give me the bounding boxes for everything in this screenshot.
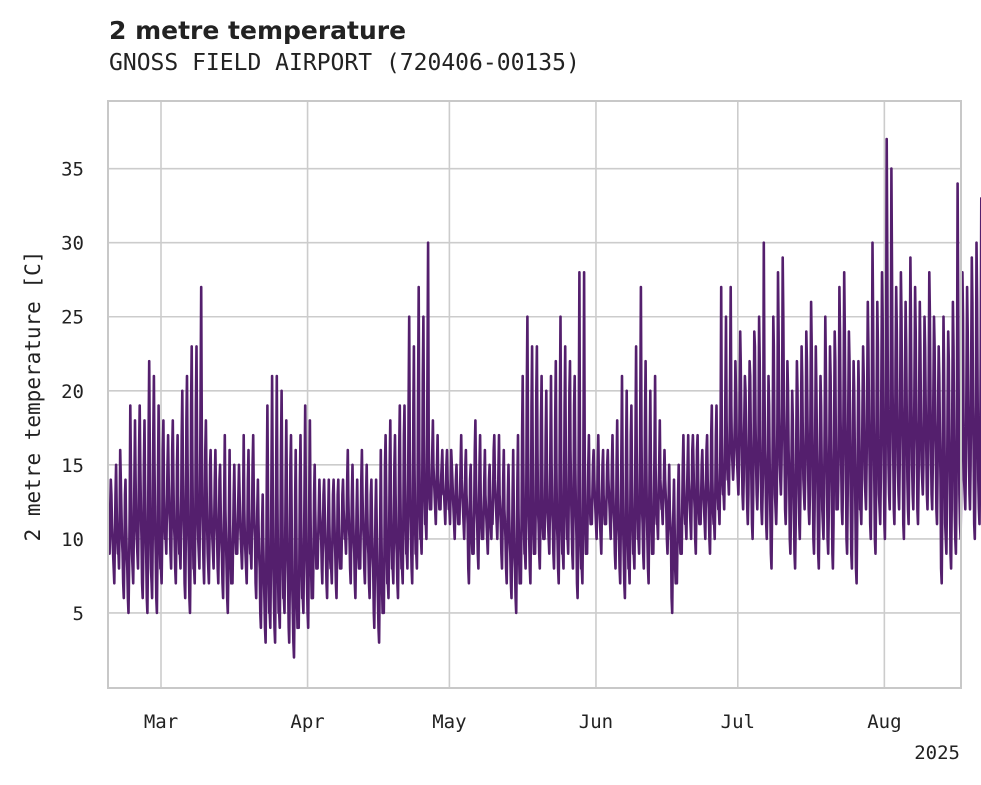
x-tick-label: Mar (144, 711, 178, 733)
y-tick-label: 20 (61, 381, 84, 403)
y-tick-label: 10 (61, 529, 84, 551)
x-tick-label: May (432, 711, 466, 733)
x-tick-label: Jul (721, 711, 755, 733)
y-tick-label: 35 (61, 159, 84, 181)
plot-frame (107, 100, 962, 689)
tick-labels: 5 10 15 20 25 30 35 Mar Apr May Jun Jul Aug (61, 159, 901, 733)
series-layer (107, 137, 981, 659)
y-axis-label: 2 metre temperature [C] (21, 251, 45, 542)
y-tick-label: 15 (61, 455, 84, 477)
x-tick-label: Jun (579, 711, 613, 733)
y-tick-label: 5 (73, 603, 84, 625)
x-tick-label: Apr (290, 711, 324, 733)
grid-lines (109, 102, 960, 687)
chart-title: 2 metre temperature (109, 16, 407, 45)
temperature-series-line (107, 137, 981, 659)
x-tick-label: Aug (867, 711, 901, 733)
x-offset-label: 2025 (914, 742, 960, 764)
y-tick-label: 25 (61, 307, 84, 329)
chart-subtitle: GNOSS FIELD AIRPORT (720406-00135) (109, 50, 580, 76)
y-tick-label: 30 (61, 233, 84, 255)
